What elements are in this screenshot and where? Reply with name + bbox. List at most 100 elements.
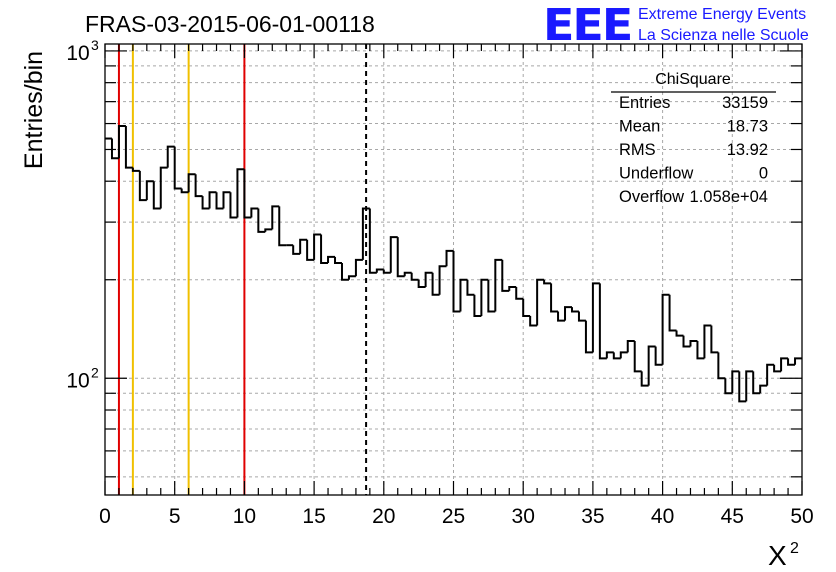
histogram-bin (626, 339, 635, 353)
stats-box: ChiSquare Entries 33159 Mean 18.73 RMS 13.92 U… (611, 71, 776, 206)
chart-title: FRAS-03-2015-06-01-00118 (85, 11, 375, 37)
x-tick-label: 50 (790, 505, 813, 528)
histogram-bin (445, 249, 454, 267)
stats-row: Entries 33159 (619, 94, 768, 112)
histogram-bin (278, 206, 287, 247)
histogram-bin (689, 339, 698, 347)
y-tick-label-base: 10 (66, 369, 89, 392)
histogram-bin (243, 169, 252, 219)
y-tick-label-exponent: 2 (91, 364, 99, 380)
stats-label: Mean (619, 118, 660, 136)
histogram-bin (633, 340, 642, 373)
histogram-bin (299, 238, 308, 254)
histogram-bin (166, 145, 175, 168)
histogram-bin (564, 306, 572, 321)
histogram-bin (794, 357, 802, 365)
stats-label: Overflow (619, 188, 684, 206)
histogram-bin (327, 255, 336, 263)
histogram-bin (152, 181, 161, 210)
histogram-bin (598, 283, 607, 360)
x-axis-label-base: X (768, 540, 787, 571)
histogram-bin (389, 236, 398, 273)
histogram-bin (731, 370, 740, 394)
histogram-bin (654, 346, 663, 366)
histogram-bin (257, 208, 266, 233)
histogram-bin (215, 192, 224, 210)
stats-value: 33159 (722, 94, 768, 112)
histogram-bin (577, 311, 586, 322)
histogram-bin (591, 282, 600, 353)
x-tick-label: 10 (233, 505, 256, 528)
histogram-bin (536, 278, 545, 326)
histogram-bin (494, 258, 503, 312)
x-tick-label: 0 (99, 505, 111, 528)
stats-row: Underflow 0 (619, 165, 768, 183)
histogram-bin (250, 207, 259, 218)
histogram-bin (459, 278, 468, 312)
histogram-bin (773, 364, 782, 373)
histogram-bin (320, 234, 329, 264)
stats-label: RMS (619, 141, 656, 159)
histogram-bin (201, 196, 210, 210)
histogram-bin (438, 265, 447, 295)
histogram-bin (145, 180, 154, 201)
stats-value: 18.73 (727, 118, 768, 136)
histogram-bin (271, 205, 280, 230)
histogram-bin (229, 192, 238, 219)
x-axis-label-superscript: 2 (790, 540, 799, 557)
histogram-bin (340, 262, 349, 281)
y-tick-label-exponent: 3 (91, 37, 99, 53)
histogram-bin (605, 351, 614, 359)
histogram-bin (117, 124, 126, 159)
logo-mark: EEE (543, 0, 633, 51)
histogram-bin (138, 170, 147, 202)
histogram-bin (550, 283, 559, 313)
histogram-bin (745, 370, 754, 402)
histogram-bin (710, 325, 719, 354)
x-tick-label: 35 (581, 505, 604, 528)
stats-label: Underflow (619, 165, 693, 183)
histogram-bin (759, 384, 768, 394)
histogram-bin (180, 188, 189, 194)
logo-line-2: La Scienza nelle Scuole (638, 27, 809, 44)
histogram-bin (612, 352, 621, 360)
y-tick-label: 10 2 (66, 364, 99, 392)
histogram-bin (110, 138, 119, 160)
histogram-bin (696, 340, 705, 360)
histogram-bin (508, 286, 517, 291)
x-tick-label: 20 (372, 505, 395, 528)
reference-lines (117, 44, 368, 495)
histogram-bin (382, 269, 391, 274)
logo-caption: Extreme Energy Events La Scienza nelle S… (638, 4, 809, 46)
histogram-bin (543, 279, 552, 285)
x-tick-label: 5 (169, 505, 181, 528)
stats-title: ChiSquare (655, 71, 731, 88)
histogram-bin (264, 228, 273, 232)
histogram-bin (515, 287, 524, 300)
histogram-bin (724, 378, 733, 395)
stats-value: 13.92 (727, 141, 768, 159)
histogram-bin (124, 125, 133, 169)
stats-value: 1.058e+04 (690, 188, 768, 206)
axis-ticks (104, 44, 803, 495)
histogram-bin (396, 237, 405, 278)
histogram-bin (410, 272, 419, 281)
histogram-bin (417, 279, 426, 289)
histogram-bin (738, 371, 747, 403)
histogram-bin (368, 208, 377, 274)
histogram-bin (313, 233, 322, 260)
histogram-bin (501, 259, 510, 292)
histogram-bin (334, 256, 342, 264)
histogram-bin (208, 191, 217, 209)
x-tick-label: 40 (651, 505, 674, 528)
x-axis-label: X 2 (768, 540, 799, 571)
stats-value: 0 (759, 165, 768, 183)
histogram-bin (173, 146, 182, 190)
histogram-bin (584, 320, 593, 354)
stats-label: Entries (619, 94, 670, 112)
histogram-bin (480, 278, 489, 316)
histogram-bin (619, 351, 628, 359)
histogram-bin (159, 166, 168, 209)
